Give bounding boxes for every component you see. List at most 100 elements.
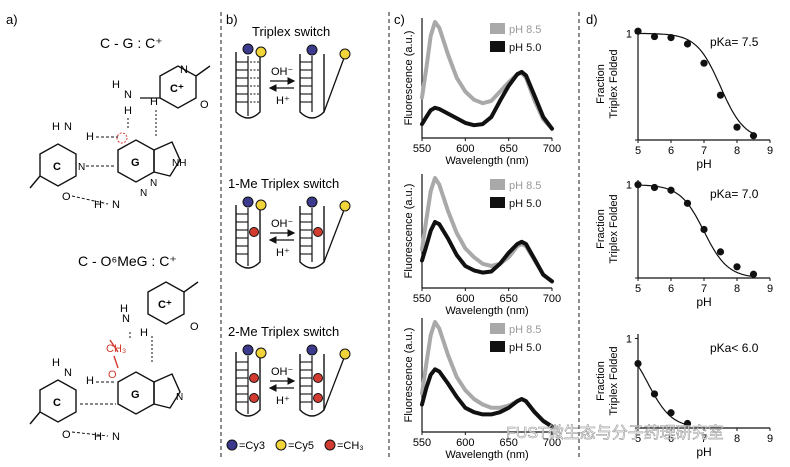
- data-point: [650, 390, 659, 398]
- y-axis-label-line2: Triplex Folded: [608, 194, 620, 263]
- x-axis-label: Wavelength (nm): [445, 155, 528, 167]
- g2-h2n-h: H: [94, 431, 102, 443]
- data-point: [634, 359, 642, 368]
- x-tick-label: 650: [499, 143, 517, 155]
- oh-label-1: OH⁻: [271, 66, 294, 78]
- panel-label-b: b): [226, 12, 238, 27]
- panel-b-legend: =Cy3 =Cy5 =CH₃: [226, 439, 364, 452]
- switch-2me: 2-Me Triplex switch OH⁻ H⁺: [228, 324, 351, 417]
- spectrum-chart-1: 550 600 650 700 Wavelength (nm) Fluorescence …: [403, 18, 561, 167]
- x-tick-label: 550: [413, 293, 431, 305]
- y-tick-label: 1: [626, 180, 632, 192]
- pka-annotation: pKa= 7.5: [710, 35, 759, 49]
- x-axis-label: pH: [696, 157, 711, 171]
- unfolded-rungs-3: [300, 361, 312, 403]
- g2-label: G: [131, 389, 140, 401]
- cplus-label: C⁺: [170, 83, 184, 95]
- folded-outline-1: [235, 52, 261, 119]
- folded-rungs-1: [236, 61, 260, 103]
- structure2-title: C - O⁶MeG : C⁺: [78, 253, 177, 269]
- panel-c: c) 550 600 650 700 Wavelength (nm) Fluorescen…: [394, 12, 561, 461]
- data-point: [683, 419, 692, 428]
- legend-label-ph85: pH 8.5: [509, 324, 541, 336]
- methyl-label: CH₃: [106, 343, 126, 355]
- data-point: [667, 409, 675, 417]
- pka-annotation: pKa< 6.0: [710, 341, 759, 355]
- data-point: [650, 183, 659, 192]
- x-tick-label: 7: [701, 433, 707, 445]
- c2-o: O: [62, 429, 71, 441]
- unfolded-rungs-2: [300, 213, 312, 255]
- g-imidazole: [153, 141, 181, 177]
- cplus-amine-n: N: [124, 89, 132, 101]
- x-tick-label: 9: [767, 283, 773, 295]
- legend-cy3-swatch: [226, 439, 238, 451]
- legend-ch3-label: =CH₃: [337, 440, 364, 452]
- c2-tail: [29, 411, 41, 425]
- cplus-n-top: N: [180, 64, 188, 76]
- x-tick-label: 6: [668, 433, 674, 445]
- series-line-ph50: [420, 69, 554, 131]
- c-n-mid: N: [78, 162, 85, 173]
- x-tick-label: 700: [543, 437, 561, 449]
- watermark: FUST微生态与分子药理研究室: [506, 424, 724, 442]
- y-axis-label: Fluorescence (a.u.): [403, 31, 415, 126]
- structure-c-o6meg-c: C - O⁶MeG : C⁺ C⁺ O H N H CH₃ O G N H N …: [29, 253, 199, 443]
- c2-amine-h: H: [52, 357, 60, 369]
- g-h2n: H: [94, 199, 102, 211]
- c-label: C: [53, 161, 61, 173]
- data-point: [634, 27, 642, 35]
- titration-chart-3: 5 6 7 8 9 1 pH Fraction Triplex Folded pKa< 6.0: [595, 333, 773, 459]
- cplus2-ring: [147, 281, 185, 325]
- x-axis-label: pH: [696, 445, 711, 459]
- cy3-dot-3b: [306, 344, 318, 356]
- y-axis-label-line1: Fraction: [595, 361, 607, 401]
- x-tick-label: 5: [635, 283, 641, 295]
- switch-title-3: 2-Me Triplex switch: [228, 324, 339, 339]
- legend-label-ph85: pH 8.5: [509, 24, 541, 36]
- free-strand-3: [323, 357, 345, 411]
- free-strand-2: [323, 209, 345, 263]
- data-point: [700, 225, 708, 234]
- x-tick-label: 5: [635, 433, 641, 445]
- data-point: [700, 59, 708, 67]
- fit-curve: [637, 32, 754, 135]
- x-axis-label: Wavelength (nm): [445, 449, 528, 461]
- g2-n: N: [176, 392, 183, 403]
- c-tail: [29, 175, 41, 189]
- panel-a: a) C - G : C⁺ C⁺ N H O H N H G NH N N: [6, 12, 211, 443]
- unfolded-outline-2: [299, 206, 325, 269]
- x-tick-label: 6: [668, 145, 674, 157]
- x-tick-label: 9: [767, 145, 773, 157]
- data-point: [683, 40, 692, 48]
- legend-swatch-ph85: [490, 179, 505, 190]
- g2-imidazole: [153, 373, 181, 409]
- c-amine-h: H: [52, 121, 60, 133]
- y-tick-label: 1: [626, 28, 632, 40]
- panel-b: b) Triplex switch OH⁻ H⁺: [226, 12, 364, 452]
- ch3-dot-3d: [313, 393, 323, 403]
- x-tick-label: 9: [767, 433, 773, 445]
- methyl-bond1: [109, 339, 119, 353]
- folded-rungs-3: [236, 361, 248, 403]
- cy5-dot-1: [255, 46, 267, 58]
- legend-label-ph50: pH 5.0: [509, 342, 541, 354]
- g2-h2n-n: N: [112, 431, 120, 443]
- cplus2-n-h: H: [140, 327, 148, 339]
- fit-curve: [637, 365, 688, 426]
- structure1-title: C - G : C⁺: [100, 35, 163, 51]
- y-axis-label-line1: Fraction: [595, 209, 607, 249]
- x-tick-label: 550: [413, 437, 431, 449]
- x-tick-label: 600: [456, 293, 474, 305]
- c2-label: C: [53, 397, 61, 409]
- legend-cy5-label: =Cy5: [288, 440, 314, 452]
- c-amine-h2: H: [86, 131, 94, 143]
- cplus2-label: C⁺: [158, 299, 172, 311]
- g-label: G: [131, 157, 140, 169]
- hbond2-wc3: [71, 431, 109, 437]
- cy5-dot-2: [255, 199, 267, 211]
- cplus2-o: O: [190, 321, 199, 333]
- cplus-o: O: [200, 99, 209, 111]
- c-o: O: [62, 191, 71, 203]
